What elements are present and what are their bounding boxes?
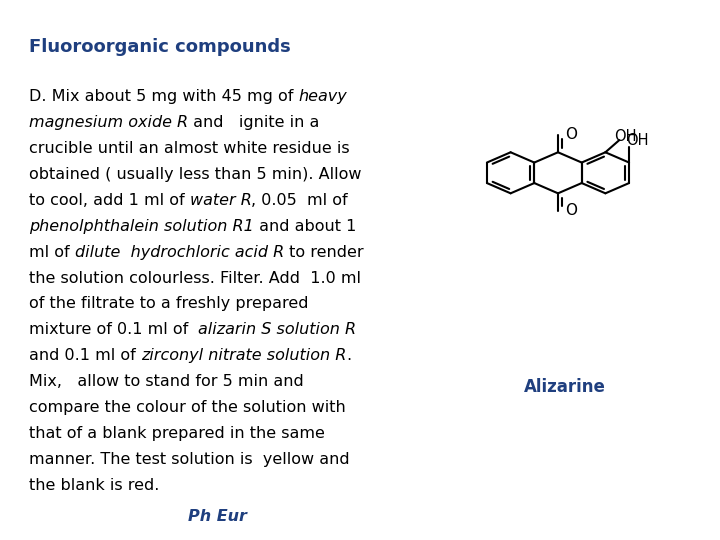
Text: .: . <box>346 348 351 363</box>
Text: phenolphthalein solution R1: phenolphthalein solution R1 <box>29 219 253 234</box>
Text: ml of: ml of <box>29 245 75 260</box>
Text: to cool, add 1 ml of: to cool, add 1 ml of <box>29 193 189 208</box>
Text: heavy: heavy <box>298 89 347 104</box>
Text: obtained ( usually less than 5 min). Allow: obtained ( usually less than 5 min). All… <box>29 167 361 182</box>
Text: Alizarine: Alizarine <box>524 378 606 396</box>
Text: of the filtrate to a freshly prepared: of the filtrate to a freshly prepared <box>29 296 308 312</box>
Text: D. Mix about 5 mg with 45 mg of: D. Mix about 5 mg with 45 mg of <box>29 89 298 104</box>
Text: magnesium oxide: magnesium oxide <box>29 115 177 130</box>
Text: O: O <box>565 203 577 218</box>
Text: crucible until an almost white residue is: crucible until an almost white residue i… <box>29 141 349 156</box>
Text: and   ignite in a: and ignite in a <box>188 115 320 130</box>
Text: dilute  hydrochloric acid R: dilute hydrochloric acid R <box>75 245 284 260</box>
Text: OH: OH <box>626 133 649 147</box>
Text: the blank is red.: the blank is red. <box>29 478 159 493</box>
Text: mixture of 0.1 ml of: mixture of 0.1 ml of <box>29 322 198 338</box>
Text: Fluoroorganic compounds: Fluoroorganic compounds <box>29 38 291 56</box>
Text: compare the colour of the solution with: compare the colour of the solution with <box>29 400 346 415</box>
Text: to render: to render <box>284 245 364 260</box>
Text: OH: OH <box>614 129 636 144</box>
Text: zirconyl nitrate solution R: zirconyl nitrate solution R <box>140 348 346 363</box>
Text: manner. The test solution is  yellow and: manner. The test solution is yellow and <box>29 452 349 467</box>
Text: alizarin S solution R: alizarin S solution R <box>198 322 356 338</box>
Text: water R: water R <box>189 193 251 208</box>
Text: , 0.05  ml of: , 0.05 ml of <box>251 193 348 208</box>
Text: and 0.1 ml of: and 0.1 ml of <box>29 348 140 363</box>
Text: R: R <box>177 115 188 130</box>
Text: O: O <box>565 127 577 143</box>
Text: that of a blank prepared in the same: that of a blank prepared in the same <box>29 426 325 441</box>
Text: and about 1: and about 1 <box>253 219 356 234</box>
Text: Ph Eur: Ph Eur <box>189 509 247 524</box>
Text: the solution colourless. Filter. Add  1.0 ml: the solution colourless. Filter. Add 1.0… <box>29 271 361 286</box>
Text: Mix,   allow to stand for 5 min and: Mix, allow to stand for 5 min and <box>29 374 304 389</box>
